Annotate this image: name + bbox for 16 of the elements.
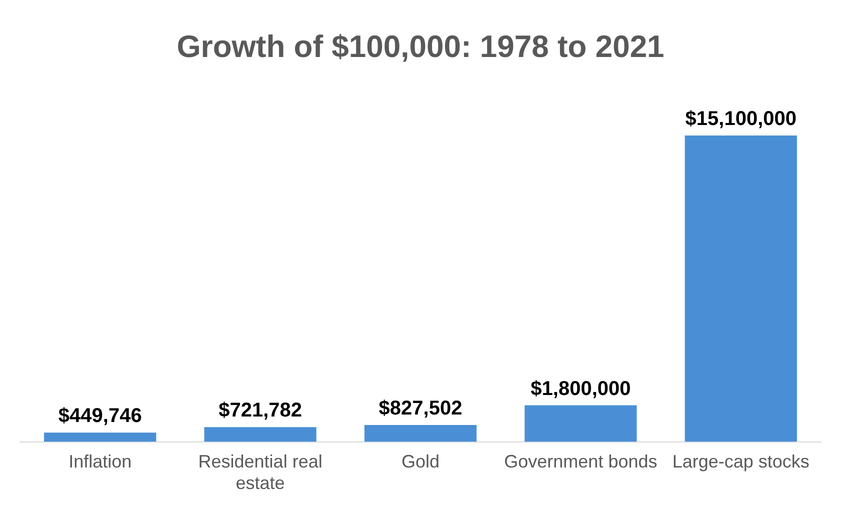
data-label: $827,502 (378, 398, 462, 420)
data-label: $15,100,000 (685, 108, 797, 130)
bar (684, 135, 797, 442)
data-label: $449,746 (58, 405, 142, 428)
bar (364, 425, 477, 442)
x-tick-label: Inflation (68, 452, 132, 472)
bar (44, 432, 156, 442)
chart-title: Growth of $100,000: 1978 to 2021 (176, 29, 664, 64)
data-label: $721,782 (218, 400, 302, 422)
x-tick-label: Government bonds (504, 452, 658, 472)
x-tick-label: Large-cap stocks (672, 452, 810, 472)
x-tick-label: Residential real estate (198, 452, 322, 494)
bar (204, 427, 316, 442)
data-label: $1,800,000 (530, 378, 631, 400)
x-tick-label: Gold (401, 452, 440, 472)
bar (524, 405, 637, 442)
